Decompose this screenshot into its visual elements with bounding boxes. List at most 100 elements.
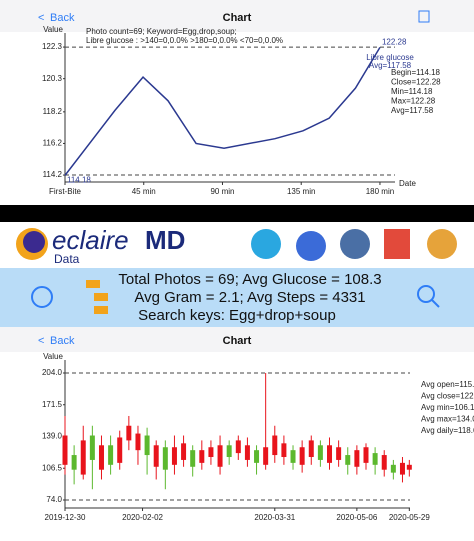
y-tick-label: 122.3 <box>42 42 63 51</box>
brand-sub: Data <box>54 252 80 266</box>
candle-body <box>272 435 278 456</box>
info-line: Photo count=69; Keyword=Egg,drop,soup; <box>86 27 237 36</box>
candle-body <box>153 445 159 467</box>
x-tick-label: 135 min <box>287 187 315 196</box>
y-tick-label: 116.2 <box>43 139 63 148</box>
back-button[interactable]: Back <box>50 12 75 24</box>
candle-body <box>126 425 132 441</box>
candle-body <box>80 440 86 475</box>
candle-body <box>89 435 95 460</box>
candle-body <box>117 437 123 463</box>
x-tick-label: 45 min <box>132 187 156 196</box>
icon-doctor[interactable] <box>427 229 457 259</box>
candle-body <box>263 447 269 465</box>
top-nav-bar <box>0 0 474 32</box>
bottom-nav-bar <box>0 327 474 352</box>
candle-body <box>181 443 187 460</box>
line-series <box>64 46 381 176</box>
candle-body <box>71 455 77 470</box>
x-tick-label: 2020-03-31 <box>254 513 295 522</box>
candle-body <box>390 464 396 473</box>
candle-body <box>399 462 405 475</box>
summary-line: Avg Gram = 2.1; Avg Steps = 4331 <box>134 289 365 306</box>
candle-body <box>199 450 205 463</box>
back-icon[interactable]: < <box>38 335 44 347</box>
y-tick-label: 204.0 <box>42 368 63 377</box>
candle-body <box>327 445 333 463</box>
search-handle <box>431 299 440 308</box>
candle-body <box>354 450 360 467</box>
candle-body <box>244 445 250 460</box>
candle-body <box>363 447 369 463</box>
candle-body <box>381 455 387 470</box>
end-label: 122.28 <box>382 37 407 46</box>
x-tick-label: First-Bite <box>49 187 82 196</box>
candle-body <box>406 464 412 470</box>
brand: eclaire <box>52 225 129 255</box>
x-tick-label: 180 min <box>366 187 394 196</box>
y-tick-label: 74.0 <box>46 495 62 504</box>
back-icon[interactable]: < <box>38 12 44 24</box>
logo-inner <box>23 231 45 253</box>
stat: Avg daily=118.6 <box>421 426 474 435</box>
candle-body <box>108 445 114 465</box>
candle-body <box>317 445 323 460</box>
stat: Avg max=134.0 <box>421 415 474 424</box>
candle-body <box>336 447 342 460</box>
icon-touch[interactable] <box>251 229 281 259</box>
stat: Max=122.28 <box>391 97 436 106</box>
candle-body <box>162 447 168 470</box>
x-tick-label: 2019-12-30 <box>45 513 86 522</box>
summary-panel <box>0 268 474 327</box>
candle-body <box>372 453 378 465</box>
candle-body <box>254 450 260 463</box>
candle-body <box>171 447 177 465</box>
y-tick-label: 139.0 <box>42 432 63 441</box>
x-axis-label: Date <box>399 179 416 188</box>
stat: Avg close=122.3 <box>421 392 474 401</box>
candle-body <box>144 435 150 456</box>
candle-body <box>299 447 305 465</box>
candle-body <box>235 440 241 454</box>
icon-food[interactable] <box>340 229 370 259</box>
candle-body <box>135 433 141 451</box>
stat: Avg open=115.3 <box>421 380 474 389</box>
candle-body <box>290 450 296 463</box>
candle-body <box>226 445 232 458</box>
stat: Close=122.28 <box>391 78 441 87</box>
share-button[interactable] <box>418 10 430 23</box>
avg-label: Avg=117.58 <box>369 61 412 70</box>
brand-md: MD <box>145 225 185 255</box>
y-axis-label: Value <box>43 25 63 34</box>
icon-cook[interactable] <box>296 231 326 261</box>
icon-report[interactable] <box>384 229 410 259</box>
search-button[interactable] <box>417 285 435 303</box>
candle-body <box>281 443 287 458</box>
stat: Min=114.18 <box>391 87 433 96</box>
y-tick-label: 114.2 <box>43 170 63 179</box>
back-button[interactable]: Back <box>50 335 75 347</box>
start-label: 114.18 <box>67 175 91 184</box>
stat: Avg=117.58 <box>391 106 434 115</box>
candle-body <box>208 447 214 458</box>
x-tick-label: 2020-02-02 <box>122 513 163 522</box>
nav-title: Chart <box>223 335 252 347</box>
candle-body <box>345 455 351 465</box>
candle-body <box>190 450 196 467</box>
divider <box>0 205 474 222</box>
refresh-button[interactable] <box>31 286 53 308</box>
candle-body <box>308 440 314 458</box>
y-tick-label: 171.5 <box>42 400 63 409</box>
summary-line: Search keys: Egg+drop+soup <box>138 307 336 324</box>
nav-title: Chart <box>223 12 252 24</box>
stat: Avg min=106.1 <box>421 403 474 412</box>
tree-icon <box>86 280 100 288</box>
tree-icon <box>94 293 108 301</box>
y-tick-label: 106.5 <box>42 463 63 472</box>
y-tick-label: 118.2 <box>43 107 63 116</box>
stat: Begin=114.18 <box>391 68 441 77</box>
candle-body <box>217 445 223 467</box>
candle-body <box>62 435 68 465</box>
x-tick-label: 2020-05-29 <box>389 513 430 522</box>
